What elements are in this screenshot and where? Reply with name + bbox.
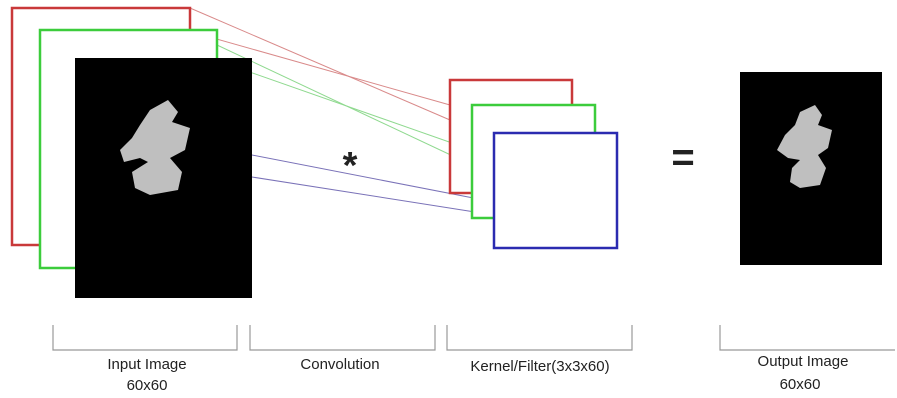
equals-operator: = bbox=[671, 136, 694, 180]
label: Kernel/Filter(3x3x60) bbox=[470, 358, 609, 375]
brackets bbox=[53, 325, 895, 350]
bracket bbox=[447, 325, 632, 350]
diagram: * = Input Image 60x60 Convolution Kernel… bbox=[0, 0, 897, 398]
label: Convolution bbox=[300, 356, 379, 373]
bracket bbox=[720, 325, 895, 350]
label: Output Image bbox=[758, 353, 849, 370]
label: 60x60 bbox=[127, 377, 168, 394]
bracket bbox=[53, 325, 237, 350]
kernel-blue bbox=[494, 133, 617, 248]
convolution-operator: * bbox=[343, 145, 358, 187]
label: 60x60 bbox=[780, 376, 821, 393]
bracket bbox=[250, 325, 435, 350]
label: Input Image bbox=[107, 356, 186, 373]
